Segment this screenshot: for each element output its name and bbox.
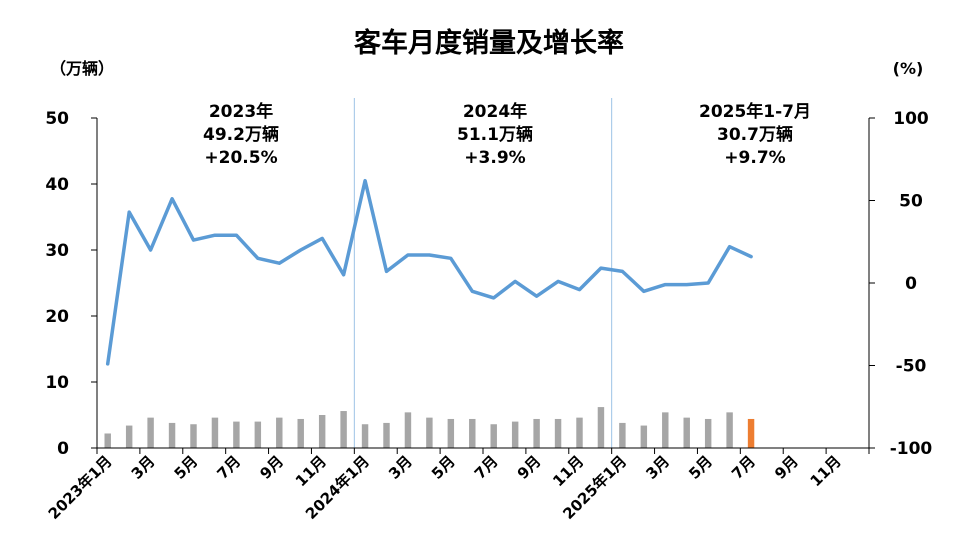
line-series	[105, 178, 753, 366]
x-tick-label: 7月	[728, 452, 759, 483]
bar-19	[511, 421, 519, 448]
x-tick-label: 3月	[385, 452, 416, 483]
y-left-tick-label: 20	[45, 307, 69, 327]
annotation-1-line-3: +20.5%	[204, 148, 277, 168]
y-left-tick-label: 0	[57, 439, 69, 459]
y-right-unit: (%)	[893, 59, 924, 78]
bar-1	[125, 425, 133, 448]
bar-15	[426, 417, 433, 448]
annotation-2-line-2: 51.1万辆	[457, 124, 533, 145]
growth-line	[105, 178, 753, 366]
y-right-tick-label: 100	[893, 109, 929, 129]
y-left-tick-label: 40	[45, 175, 69, 195]
x-tick-label: 3月	[128, 452, 159, 483]
bar-12	[361, 424, 369, 448]
axes	[91, 117, 875, 454]
bar-17	[469, 418, 476, 448]
y-left-unit: （万辆）	[50, 59, 114, 78]
x-tick-label: 5月	[171, 452, 202, 483]
period-separators	[353, 98, 613, 448]
x-tick-label: 5月	[428, 452, 459, 483]
x-tick-label: 11月	[807, 452, 845, 490]
bar-7	[254, 421, 262, 448]
y-right-tick-label: -50	[896, 357, 927, 377]
x-tick-label: 7月	[214, 452, 245, 483]
bar-9	[297, 418, 304, 448]
x-tick-label: 11月	[292, 452, 330, 490]
y-left-ticks: 50 40 30 20 10 0	[45, 109, 69, 459]
bar-25	[640, 425, 648, 448]
bar-10	[318, 415, 326, 448]
x-tick-label: 9月	[514, 452, 545, 483]
x-tick-label: 5月	[685, 452, 716, 483]
bar-11	[340, 411, 347, 448]
bar-series	[104, 407, 755, 448]
bar-16	[447, 418, 455, 448]
x-tick-label: 2023年1月	[45, 452, 116, 523]
bar-22	[576, 417, 583, 448]
bar-28	[704, 418, 712, 448]
annotation-1-line-2: 49.2万辆	[203, 124, 279, 145]
bar-6	[233, 421, 240, 448]
bar-30	[747, 418, 755, 448]
y-left-tick-label: 30	[45, 241, 69, 261]
bar-2	[147, 417, 154, 448]
x-tick-label: 3月	[642, 452, 673, 483]
bar-4	[190, 424, 197, 448]
bar-18	[490, 424, 497, 448]
bar-26	[662, 412, 669, 448]
y-left-tick-label: 50	[45, 109, 69, 129]
annotation-3-line-3: +9.7%	[724, 148, 785, 168]
y-left-tick-label: 10	[45, 373, 69, 393]
y-right-ticks: 100 50 0 -50 -100	[890, 109, 933, 459]
bar-3	[168, 422, 176, 448]
annotation-1-line-1: 2023年	[209, 101, 273, 122]
x-tick-label: 9月	[256, 452, 287, 483]
bar-14	[404, 412, 412, 448]
annotation-3-line-1: 2025年1-7月	[699, 101, 811, 122]
bar-8	[276, 417, 283, 448]
bar-0	[104, 433, 111, 448]
chart-title: 客车月度销量及增长率	[354, 27, 624, 59]
y-right-tick-label: 0	[905, 274, 917, 294]
x-tick-label: 9月	[771, 452, 802, 483]
annotation-2-line-3: +3.9%	[464, 148, 525, 168]
bar-13	[383, 422, 390, 448]
annotation-2-line-1: 2024年	[463, 101, 527, 122]
x-tick-label: 11月	[549, 452, 587, 490]
bar-24	[619, 422, 626, 448]
bar-5	[211, 417, 219, 448]
x-tick-label: 7月	[471, 452, 502, 483]
y-right-tick-label: -100	[890, 439, 933, 459]
y-right-tick-label: 50	[899, 192, 923, 212]
bar-23	[597, 407, 605, 448]
annotation-3-line-2: 30.7万辆	[717, 124, 793, 145]
bar-29	[726, 412, 733, 448]
bar-20	[533, 418, 540, 448]
bar-21	[554, 418, 562, 448]
bar-27	[683, 417, 690, 448]
